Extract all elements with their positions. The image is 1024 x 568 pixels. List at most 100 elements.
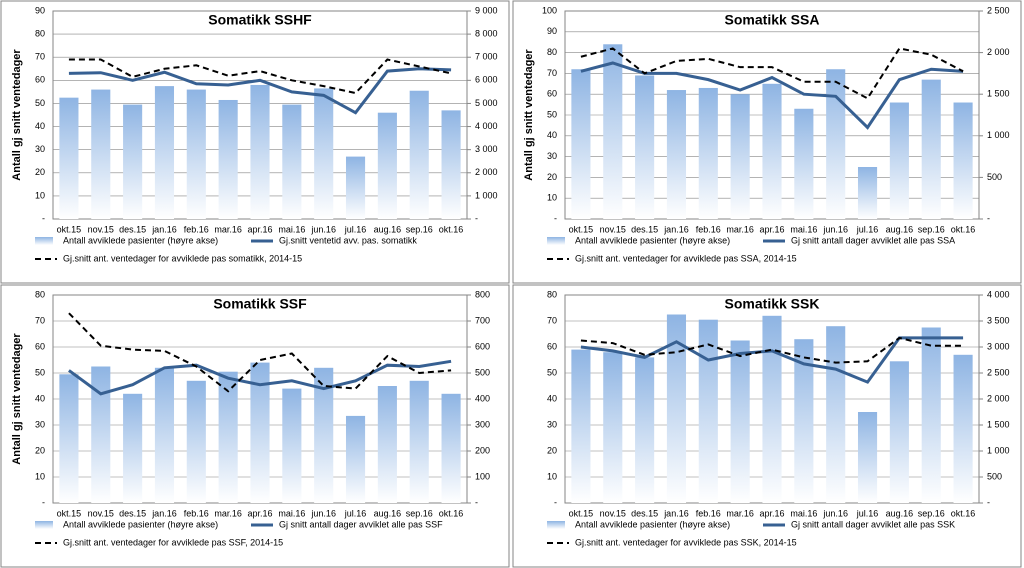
legend-label: Antall avviklede pasienter (høyre akse) <box>575 519 730 529</box>
legend-swatch <box>547 521 565 529</box>
bar <box>91 89 111 219</box>
bar <box>921 79 941 219</box>
y2-tick-label: 300 <box>475 419 490 429</box>
bar <box>635 357 655 503</box>
y-tick-label: 60 <box>35 341 45 351</box>
bar <box>698 319 718 503</box>
y-tick-label: 70 <box>35 52 45 62</box>
y2-tick-label: 3 500 <box>987 315 1010 325</box>
x-tick-label: jun.16 <box>822 224 848 234</box>
bar <box>953 102 973 219</box>
x-tick-label: jul.16 <box>344 508 367 518</box>
legend-label: Gj snitt antall dager avviklet alle pas … <box>791 235 955 245</box>
y-tick-label: 50 <box>35 98 45 108</box>
y2-tick-label: 200 <box>475 445 490 455</box>
x-tick-label: nov.15 <box>600 224 626 234</box>
legend-swatch <box>35 521 53 529</box>
y2-tick-label: 6 000 <box>475 75 498 85</box>
bar <box>603 352 623 503</box>
legend-label: Antall avviklede pasienter (høyre akse) <box>63 235 218 245</box>
legend-label: Gj.snitt ventetid avv. pas. somatikk <box>279 235 417 245</box>
y2-tick-label: 100 <box>475 471 490 481</box>
bar <box>666 90 687 219</box>
x-tick-label: jul.16 <box>856 224 879 234</box>
y-tick-label: 30 <box>547 151 557 161</box>
bar <box>218 371 238 503</box>
chart-title: Somatikk SSK <box>725 296 820 312</box>
x-tick-label: feb.16 <box>184 224 209 234</box>
y2-tick-label: - <box>987 497 990 507</box>
bar <box>730 340 750 503</box>
y-tick-label: 20 <box>547 445 557 455</box>
y-tick-label: 70 <box>547 68 557 78</box>
x-tick-label: apr.16 <box>247 508 272 518</box>
x-tick-label: jun.16 <box>822 508 848 518</box>
bar <box>953 354 973 503</box>
y2-tick-label: 2 000 <box>475 167 498 177</box>
x-tick-label: apr.16 <box>247 224 272 234</box>
y-tick-label: 30 <box>35 144 45 154</box>
chart-title: Somatikk SSF <box>213 296 307 312</box>
y-tick-label: 60 <box>547 341 557 351</box>
y-axis-label: Antall gj snitt ventedager <box>523 49 535 181</box>
bar <box>794 108 814 219</box>
y2-tick-label: 700 <box>475 315 490 325</box>
y-tick-label: 30 <box>35 419 45 429</box>
bar <box>635 75 655 219</box>
x-tick-label: jun.16 <box>310 224 336 234</box>
x-tick-label: okt.16 <box>951 508 976 518</box>
chart-title: Somatikk SSA <box>725 12 820 28</box>
bar <box>314 367 334 503</box>
bar <box>441 393 461 503</box>
x-tick-label: jan.16 <box>663 508 689 518</box>
x-tick-label: aug.16 <box>374 224 402 234</box>
y2-tick-label: 400 <box>475 393 490 403</box>
y-tick-label: - <box>42 213 45 223</box>
x-tick-label: jan.16 <box>151 508 177 518</box>
y2-tick-label: 800 <box>475 289 490 299</box>
y2-tick-label: 2 000 <box>987 47 1010 57</box>
x-tick-label: des.15 <box>119 224 146 234</box>
y-tick-label: 80 <box>35 28 45 38</box>
x-tick-label: mai.16 <box>278 508 305 518</box>
bar <box>762 315 782 503</box>
y2-tick-label: 1 000 <box>987 130 1010 140</box>
x-tick-label: mai.16 <box>790 508 817 518</box>
x-tick-label: okt.16 <box>951 224 976 234</box>
y-tick-label: 20 <box>35 167 45 177</box>
x-tick-label: sep.16 <box>918 508 945 518</box>
y-tick-label: 40 <box>547 393 557 403</box>
y-tick-label: 10 <box>35 471 45 481</box>
legend-label: Antall avviklede pasienter (høyre akse) <box>63 519 218 529</box>
y-tick-label: 90 <box>547 26 557 36</box>
y-tick-label: 10 <box>35 190 45 200</box>
bar <box>889 361 909 503</box>
x-tick-label: mai.16 <box>790 224 817 234</box>
legend-swatch <box>547 237 565 245</box>
y-tick-label: 100 <box>542 5 557 15</box>
bar <box>857 412 878 503</box>
bar <box>218 99 238 219</box>
legend-label: Gj.snitt ant. ventedager for avviklede p… <box>63 537 283 547</box>
y2-tick-label: 1 000 <box>475 190 498 200</box>
y2-tick-label: 4 000 <box>987 289 1010 299</box>
x-tick-label: mar.16 <box>726 224 754 234</box>
line-series <box>580 47 964 100</box>
y-tick-label: - <box>42 497 45 507</box>
x-tick-label: okt.16 <box>439 224 464 234</box>
x-tick-label: sep.16 <box>406 508 433 518</box>
bar <box>698 87 718 220</box>
bar <box>603 44 623 219</box>
y-axis-label: Antall gj snitt ventedager <box>11 49 23 181</box>
legend-label: Gj.snitt ant. ventedager for avviklede p… <box>575 253 797 263</box>
legend-swatch <box>35 237 53 245</box>
y2-tick-label: 1 500 <box>987 89 1010 99</box>
y-tick-label: 10 <box>547 471 557 481</box>
x-tick-label: okt.15 <box>57 508 82 518</box>
y2-tick-label: 9 000 <box>475 5 498 15</box>
x-tick-label: aug.16 <box>886 224 914 234</box>
y-tick-label: 50 <box>547 109 557 119</box>
bar <box>857 167 878 219</box>
y-tick-label: 40 <box>35 393 45 403</box>
y-tick-label: 80 <box>35 289 45 299</box>
